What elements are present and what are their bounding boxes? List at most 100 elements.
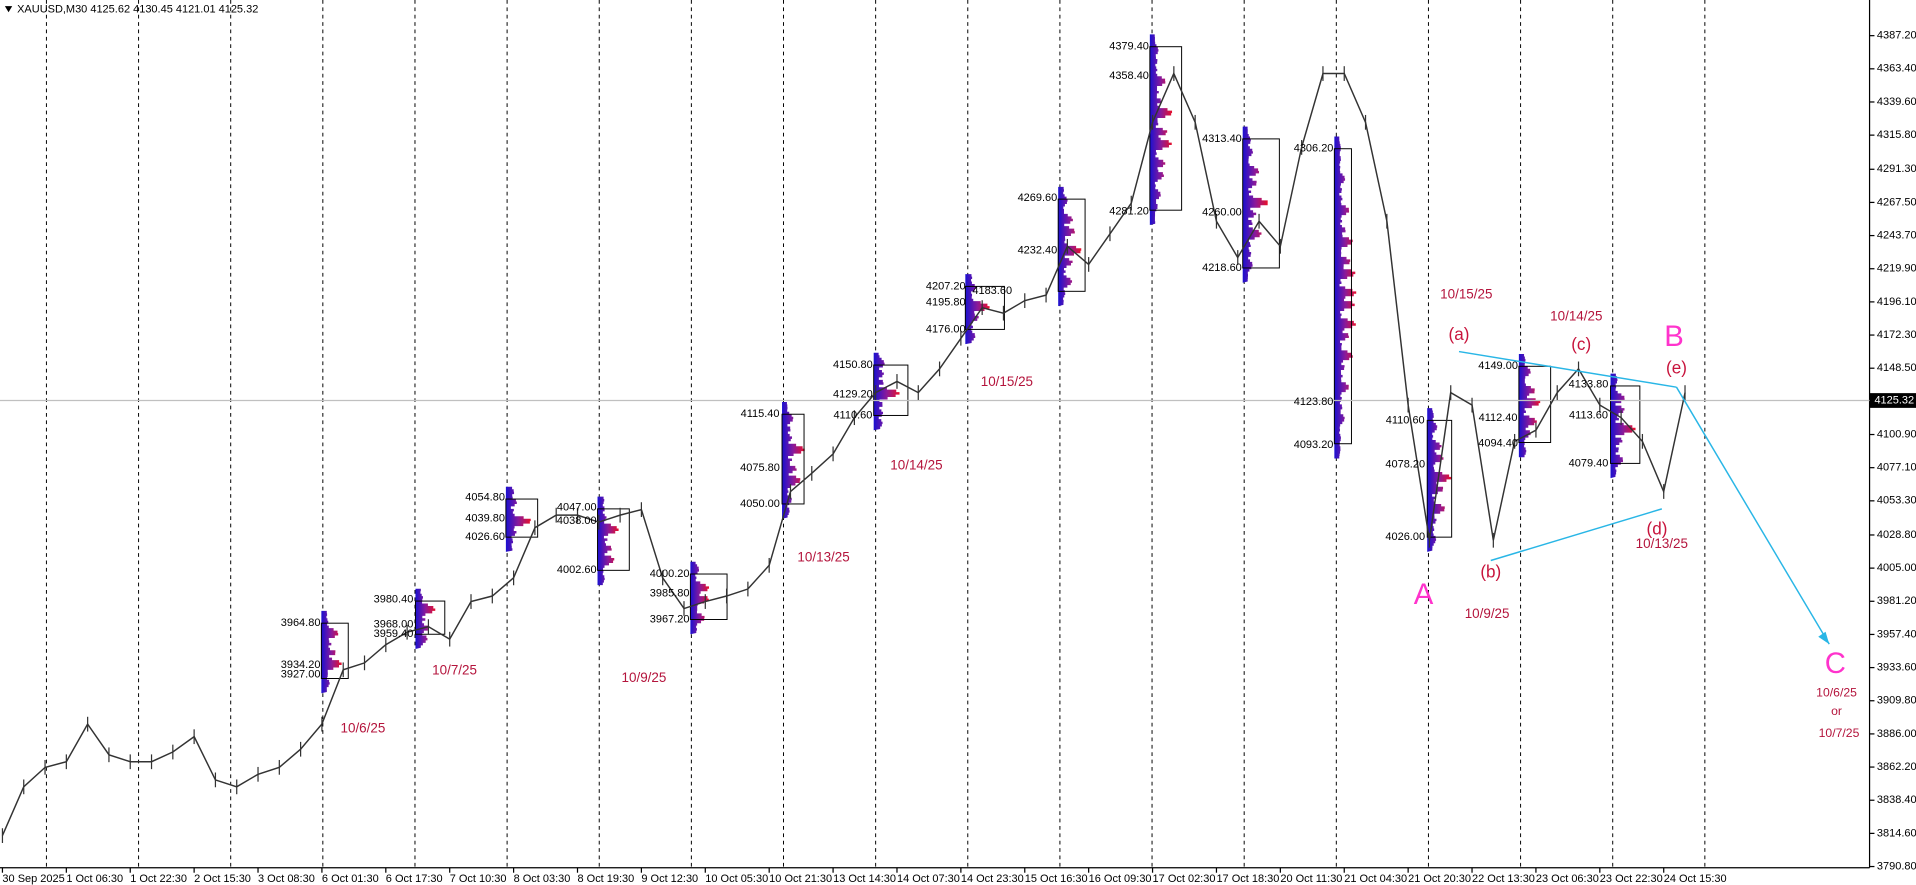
profile-label: 3959.40 [374,628,414,640]
wave-label: (a) [1449,324,1470,344]
profile-label: 4129.20 [833,388,873,400]
wave-label: (e) [1666,357,1687,377]
profile-label: 4232.40 [1018,245,1058,257]
trend-line [1675,386,1830,645]
date-note: 10/15/25 [1440,287,1492,302]
profile-label: 4050.00 [740,498,780,510]
x-tick-label: 22 Oct 13:30 [1472,873,1535,885]
y-tick-label: 3981.20 [1877,595,1916,607]
y-tick-label: 3909.80 [1877,695,1916,707]
x-tick-label: 1 Oct 22:30 [130,873,187,885]
wave-major-label: A [1414,578,1434,611]
menu-arrow[interactable] [4,6,13,13]
profile-label: 4047.00 [557,502,597,514]
date-note: 10/7/25 [432,663,477,678]
volume-profile [1610,373,1636,479]
profile-label: 3985.80 [650,588,690,600]
profile-label: 4149.00 [1478,360,1518,372]
target-note: 10/6/25 [1816,685,1857,699]
x-tick-label: 3 Oct 08:30 [258,873,315,885]
profile-label: 4038.00 [557,515,597,527]
y-tick-label: 4100.90 [1877,428,1916,440]
x-tick-label: 14 Oct 07:30 [897,873,960,885]
profile-label: 4176.00 [926,323,966,335]
x-tick-label: 21 Oct 04:30 [1344,873,1407,885]
x-tick-label: 23 Oct 22:30 [1600,873,1663,885]
y-tick-label: 3886.00 [1877,728,1916,740]
profile-box [964,285,1005,330]
profile-box [320,622,349,679]
profile-label: 4079.40 [1569,457,1609,469]
x-tick-label: 16 Oct 09:30 [1089,873,1152,885]
wave-label: (c) [1571,334,1591,354]
x-tick-label: 21 Oct 20:30 [1408,873,1471,885]
profile-box [1242,138,1280,269]
profile-box [873,364,909,416]
profile-label: 4150.80 [833,359,873,371]
y-tick-label: 4339.60 [1877,96,1916,108]
y-tick-label: 3790.80 [1877,860,1916,872]
y-tick-label: 4267.50 [1877,196,1916,208]
date-note: 10/15/25 [981,374,1033,389]
last-price-box [1869,393,1916,408]
date-note: 10/14/25 [1550,309,1602,324]
profile-box [1057,198,1086,292]
profile-label: 4195.80 [926,296,966,308]
price-line [1,71,1686,836]
wave-major-label: C [1825,647,1846,680]
y-tick-label: 4028.80 [1877,529,1916,541]
y-tick-label: 4005.00 [1877,562,1916,574]
x-tick-label: 8 Oct 03:30 [514,873,571,885]
volume-profile [1149,34,1173,225]
x-tick-label: 8 Oct 19:30 [578,873,635,885]
date-note: 10/13/25 [1636,536,1688,551]
chart-title: XAUUSD,M30 4125.62 4130.45 4121.01 4125.… [17,4,258,16]
profile-label: 3934.20 [281,659,321,671]
y-tick-label: 4243.70 [1877,229,1916,241]
y-tick-label: 4315.80 [1877,129,1916,141]
y-tick-label: 4077.10 [1877,462,1916,474]
profile-label: 4207.20 [926,280,966,292]
x-tick-label: 10 Oct 05:30 [705,873,768,885]
profile-box [1333,148,1352,445]
profile-label: 4379.40 [1109,41,1149,53]
x-tick-label: 24 Oct 15:30 [1664,873,1727,885]
y-tick-label: 4172.30 [1877,329,1916,341]
wave-major-label: B [1664,320,1684,353]
profile-box [1426,419,1453,538]
x-tick-label: 6 Oct 01:30 [322,873,379,885]
profile-label: 4112.40 [1479,412,1518,424]
profile-label: 4306.20 [1294,143,1334,155]
x-tick-label: 7 Oct 10:30 [450,873,507,885]
y-tick-label: 4053.30 [1877,495,1916,507]
x-tick-label: 20 Oct 11:30 [1280,873,1342,885]
profile-label: 3964.80 [281,617,321,629]
profile-label: 3927.00 [281,669,321,681]
y-tick-label: 3862.20 [1877,761,1916,773]
date-note: 10/9/25 [622,670,667,685]
volume-profile [1242,126,1268,283]
volume-profile [782,401,805,519]
volume-profile [690,561,710,635]
target-note: 10/7/25 [1819,726,1860,740]
volume-profile [1518,354,1541,458]
x-tick-label: 14 Oct 23:30 [961,873,1024,885]
profile-label: 4183.60 [972,285,1012,297]
x-tick-label: 17 Oct 18:30 [1216,873,1279,885]
y-tick-label: 4291.30 [1877,163,1916,175]
x-tick-label: 30 Sep 2025 [2,873,64,885]
profile-label: 3967.20 [650,613,690,625]
target-note: or [1831,704,1842,718]
profile-label: 3980.40 [374,594,414,606]
profile-label: 3968.00 [374,618,414,630]
x-tick-label: 9 Oct 12:30 [641,873,698,885]
profile-label: 4110.60 [833,409,872,421]
profile-label: 4000.20 [650,568,690,580]
y-tick-label: 4363.40 [1877,63,1916,75]
profile-label: 4115.40 [741,408,780,420]
profile-box [597,508,630,571]
profile-label: 4002.60 [557,564,597,576]
profile-box [1149,46,1183,211]
